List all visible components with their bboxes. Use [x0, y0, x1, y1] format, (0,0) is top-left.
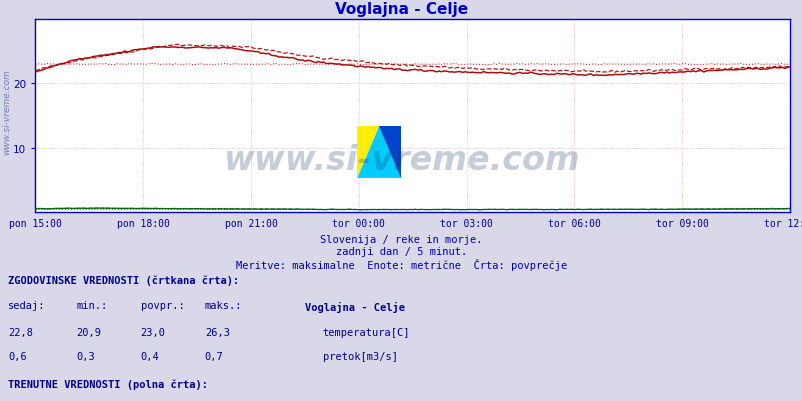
Text: www.si-vreme.com: www.si-vreme.com	[223, 144, 579, 177]
Text: pretok[m3/s]: pretok[m3/s]	[322, 351, 397, 361]
Text: Voglajna - Celje: Voglajna - Celje	[305, 301, 405, 312]
Text: 20,9: 20,9	[76, 327, 101, 337]
Text: tor 06:00: tor 06:00	[548, 219, 600, 229]
Text: 23,0: 23,0	[140, 327, 165, 337]
Text: www.si-vreme.com: www.si-vreme.com	[2, 69, 11, 155]
Text: ZGODOVINSKE VREDNOSTI (črtkana črta):: ZGODOVINSKE VREDNOSTI (črtkana črta):	[8, 275, 239, 285]
Text: zadnji dan / 5 minut.: zadnji dan / 5 minut.	[335, 247, 467, 257]
Polygon shape	[357, 126, 379, 178]
Text: maks.:: maks.:	[205, 301, 242, 311]
Text: pon 15:00: pon 15:00	[9, 219, 62, 229]
Text: 0,4: 0,4	[140, 351, 159, 361]
Text: pon 18:00: pon 18:00	[116, 219, 169, 229]
Text: min.:: min.:	[76, 301, 107, 311]
Text: 0,7: 0,7	[205, 351, 223, 361]
Text: TRENUTNE VREDNOSTI (polna črta):: TRENUTNE VREDNOSTI (polna črta):	[8, 378, 208, 389]
Text: tor 12:00: tor 12:00	[763, 219, 802, 229]
Polygon shape	[379, 126, 401, 178]
Text: tor 00:00: tor 00:00	[332, 219, 385, 229]
Text: Meritve: maksimalne  Enote: metrične  Črta: povprečje: Meritve: maksimalne Enote: metrične Črta…	[236, 259, 566, 271]
Text: 26,3: 26,3	[205, 327, 229, 337]
Text: Voglajna - Celje: Voglajna - Celje	[334, 2, 468, 17]
Polygon shape	[357, 126, 401, 178]
Text: tor 03:00: tor 03:00	[439, 219, 492, 229]
Text: pon 21:00: pon 21:00	[225, 219, 277, 229]
Text: temperatura[C]: temperatura[C]	[322, 327, 410, 337]
Text: tor 09:00: tor 09:00	[655, 219, 708, 229]
Text: Slovenija / reke in morje.: Slovenija / reke in morje.	[320, 235, 482, 245]
Text: 0,3: 0,3	[76, 351, 95, 361]
Text: 0,6: 0,6	[8, 351, 26, 361]
Text: sedaj:: sedaj:	[8, 301, 46, 311]
Text: 22,8: 22,8	[8, 327, 33, 337]
Text: povpr.:: povpr.:	[140, 301, 184, 311]
